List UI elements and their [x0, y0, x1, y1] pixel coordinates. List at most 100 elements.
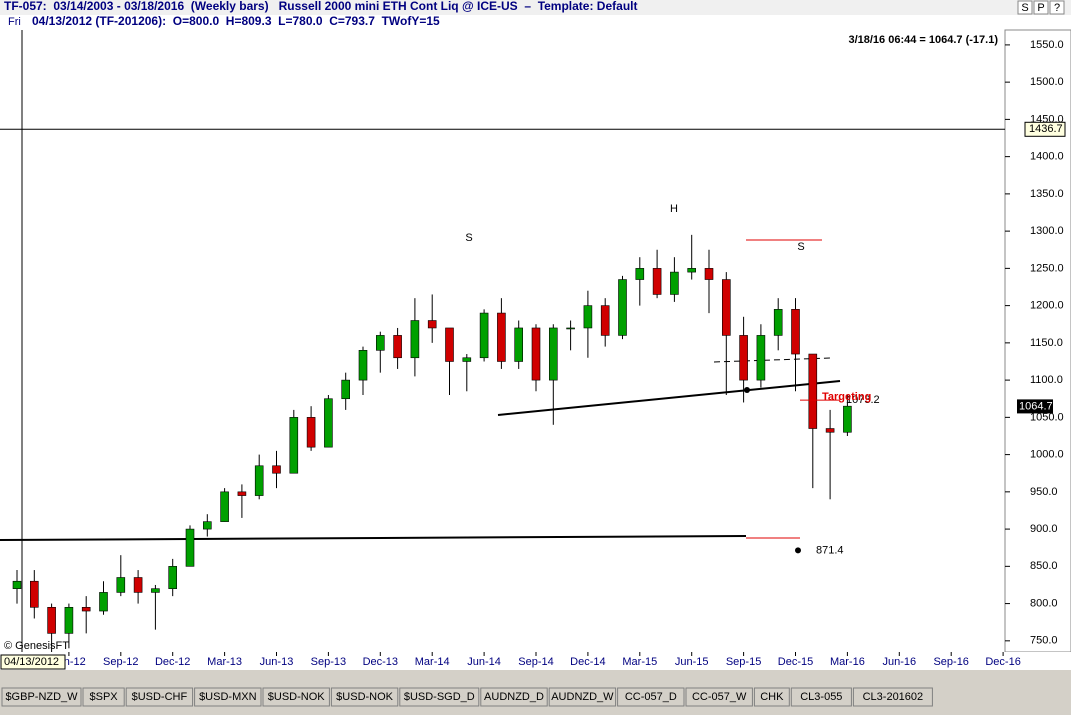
info-bar	[0, 15, 1071, 30]
time-axis	[0, 652, 1071, 670]
candle-body	[99, 592, 108, 612]
y-tick-label: 1550.0	[1030, 39, 1064, 51]
candle-body	[462, 357, 472, 362]
y-tick-label: 750.0	[1030, 635, 1058, 647]
candle-body	[548, 327, 558, 381]
x-tick-label: Sep-16	[933, 656, 968, 668]
candle-body	[670, 271, 679, 295]
candle-body	[324, 398, 333, 448]
annotation: Targeting	[822, 391, 871, 403]
tab[interactable]	[194, 687, 262, 707]
tab[interactable]	[262, 687, 330, 707]
candle-body	[704, 268, 714, 280]
x-tick-label: Mar-14	[415, 656, 450, 668]
tab-label: $SPX	[90, 691, 119, 703]
tab[interactable]	[399, 687, 480, 707]
candle-body	[635, 268, 645, 280]
candle-body	[254, 465, 264, 496]
tab[interactable]	[685, 687, 753, 707]
tab-label: $GBP-NZD_W	[5, 691, 78, 703]
candle-body	[64, 607, 74, 634]
candle-body	[825, 428, 835, 433]
tab-label: AUDNZD_D	[484, 691, 544, 703]
tab-label: $USD-NOK	[336, 691, 394, 703]
tab[interactable]	[330, 687, 399, 707]
header-button[interactable]	[1017, 0, 1033, 15]
candle-body	[358, 350, 368, 381]
candle-body	[47, 607, 56, 634]
header-button[interactable]	[1033, 0, 1049, 15]
candle-body	[168, 566, 177, 589]
level-dot	[795, 547, 801, 554]
tab-label: $USD-CHF	[132, 691, 188, 703]
candle-body	[808, 353, 818, 429]
x-tick-label: Jun-13	[260, 656, 294, 668]
tab-label: $USD-NOK	[268, 691, 326, 703]
candle-body	[445, 327, 454, 362]
x-tick-label: Sep-13	[311, 656, 346, 668]
candle-body	[151, 588, 160, 593]
candle-body	[306, 417, 316, 448]
tab[interactable]	[480, 687, 548, 707]
annotation: S	[797, 241, 804, 253]
y-tick-label: 950.0	[1030, 486, 1058, 498]
candle-body	[566, 327, 575, 330]
y-tick-label: 800.0	[1030, 597, 1058, 609]
x-tick-label: Jun-16	[882, 656, 916, 668]
header-button-label: P	[1037, 2, 1044, 14]
point	[744, 387, 750, 393]
x-tick-label: Sep-14	[518, 656, 553, 668]
tab[interactable]	[548, 687, 617, 707]
tab[interactable]	[790, 687, 852, 707]
crosshair-date-label: 04/13/2012	[4, 656, 59, 668]
candle-body	[600, 305, 610, 336]
tab[interactable]	[82, 687, 125, 707]
x-tick-label: Sep-15	[726, 656, 761, 668]
candle-body	[341, 379, 351, 400]
y-tick-label: 1300.0	[1030, 225, 1064, 237]
candle-body	[427, 320, 437, 329]
x-tick-label: Jun-14	[467, 656, 501, 668]
crosshair-price-label: 1436.7	[1029, 123, 1063, 135]
candle-body	[29, 580, 39, 608]
y-tick-label: 1100.0	[1030, 374, 1063, 386]
last-info: 3/18/16 06:44 = 1064.7 (-17.1)	[848, 34, 998, 46]
candle-body	[721, 279, 731, 336]
x-tick-label: Dec-16	[985, 656, 1020, 668]
header-button[interactable]	[1049, 0, 1065, 15]
level-label: 871.4	[816, 544, 844, 556]
candle-body	[410, 320, 420, 359]
tab[interactable]	[617, 687, 685, 707]
tab[interactable]	[753, 687, 790, 707]
annotation: H	[670, 203, 678, 215]
y-tick-label: 900.0	[1030, 523, 1058, 535]
header-title: TF-057: 03/14/2003 - 03/18/2016 (Weekly …	[4, 0, 637, 13]
candle-body	[375, 335, 385, 351]
candle-body	[514, 327, 524, 362]
tab[interactable]	[125, 687, 194, 707]
y-tick-label: 1350.0	[1030, 188, 1064, 200]
x-tick-label: Dec-12	[155, 656, 190, 668]
tab-label: CHK	[760, 691, 784, 703]
tab[interactable]	[1, 687, 82, 707]
x-tick-label: Mar-13	[207, 656, 242, 668]
annotation: S	[465, 232, 472, 244]
candle-body	[289, 417, 299, 474]
x-tick-label: Mar-15	[622, 656, 657, 668]
x-tick-label: Mar-16	[830, 656, 865, 668]
candle-body	[791, 309, 800, 355]
candle-body	[272, 465, 281, 474]
candle-body	[773, 309, 783, 336]
y-tick-label: 1150.0	[1030, 337, 1063, 349]
tab-label: CL3-201602	[863, 691, 924, 703]
candle-body	[393, 335, 402, 359]
candle-body	[220, 491, 229, 522]
copyright: © GenesisFT	[4, 640, 69, 652]
candle-body	[203, 521, 212, 530]
candle-body	[756, 335, 766, 381]
level-label: 1073.2	[846, 394, 880, 406]
y-tick-label: 1200.0	[1030, 300, 1064, 312]
last-price-label: 1064.7	[1019, 400, 1053, 412]
support-line	[0, 535, 747, 541]
tab[interactable]	[852, 687, 933, 707]
